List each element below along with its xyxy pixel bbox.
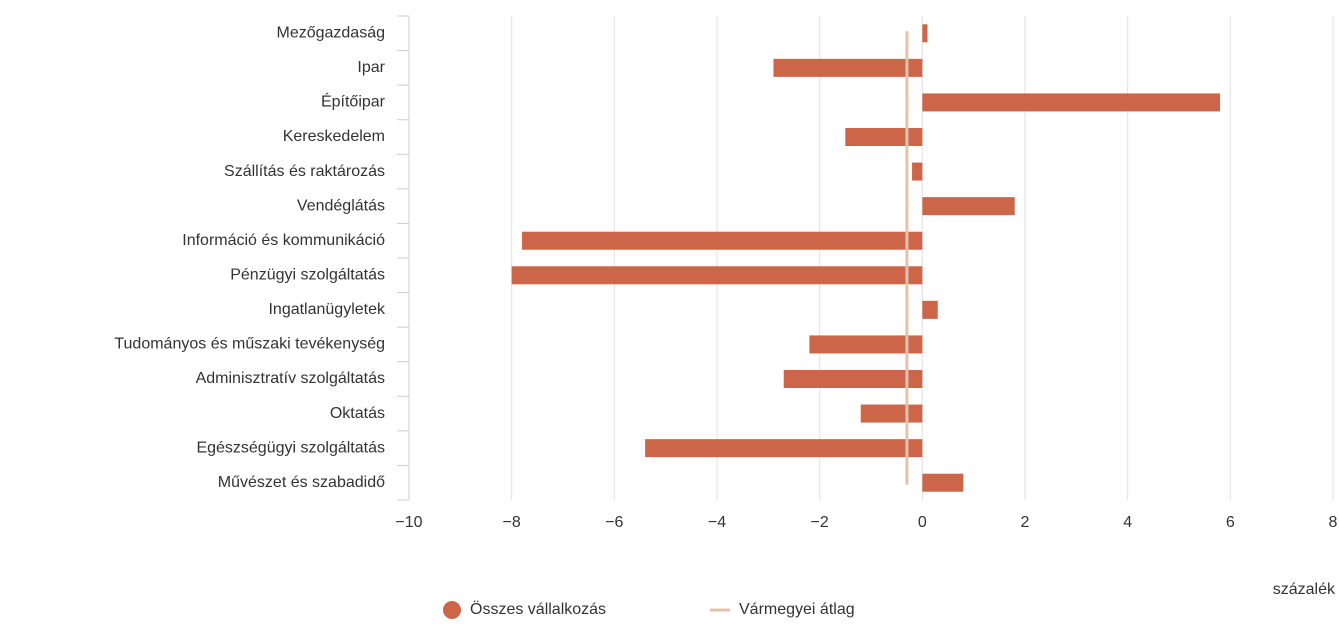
x-tick-label: −10 [395,514,422,531]
x-tick-label: 4 [1123,514,1132,531]
bar [922,197,1015,216]
y-tick-label: Adminisztratív szolgáltatás [196,370,385,387]
x-tick-label: −8 [503,514,521,531]
y-tick-label: Művészet és szabadidő [218,474,385,491]
bar [511,266,923,285]
legend-marker [443,601,461,619]
x-axis-label: százalék [1273,581,1336,598]
x-tick-label: −4 [708,514,726,531]
legend-label: Vármegyei átlag [739,601,855,618]
y-tick-label: Egészségügyi szolgáltatás [196,439,385,456]
bar [860,404,923,423]
y-tick-label: Szállítás és raktározás [224,163,385,180]
y-tick-label: Építőipar [321,92,386,111]
bar [922,300,938,319]
x-tick-label: −2 [811,514,829,531]
bar [645,439,923,458]
x-tick-label: 8 [1329,514,1338,531]
y-tick-label: Pénzügyi szolgáltatás [230,267,385,284]
bar [912,162,923,181]
y-tick-label: Ingatlanügyletek [268,301,386,318]
x-tick-label: 6 [1226,514,1235,531]
bar [922,93,1221,112]
bar [521,231,923,250]
bar [922,473,964,492]
bar [783,370,923,388]
bar [809,335,923,354]
y-tick-label: Oktatás [330,405,385,422]
y-tick-label: Vendéglátás [297,197,385,214]
y-tick-label: Tudományos és műszaki tevékenység [114,336,385,353]
y-tick-label: Kereskedelem [283,128,385,145]
legend-label: Összes vállalkozás [470,600,606,618]
y-tick-label: Mezőgazdaság [276,25,385,42]
x-tick-label: 0 [918,514,927,531]
x-tick-label: 2 [1021,514,1030,531]
x-tick-label: −6 [605,514,623,531]
bar [922,24,928,43]
bar [845,128,923,146]
y-tick-label: Ipar [357,59,385,76]
y-tick-label: Információ és kommunikáció [182,232,385,249]
bar [773,58,923,77]
